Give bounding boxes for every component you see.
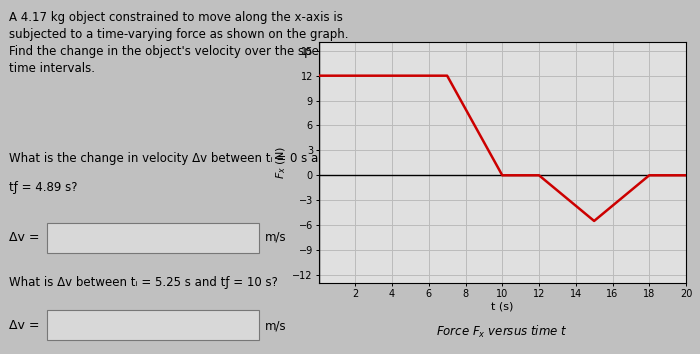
FancyBboxPatch shape: [47, 310, 258, 340]
Text: A 4.17 kg object constrained to move along the x-axis is
subjected to a time-var: A 4.17 kg object constrained to move alo…: [9, 11, 351, 75]
Text: Δv =: Δv =: [9, 231, 40, 244]
Text: What is Δv between tᵢ = 5.25 s and tƒ = 10 s?: What is Δv between tᵢ = 5.25 s and tƒ = …: [9, 276, 278, 289]
Y-axis label: $F_x$ (N): $F_x$ (N): [274, 146, 288, 179]
FancyBboxPatch shape: [47, 223, 258, 253]
Text: m/s: m/s: [265, 231, 286, 244]
Text: Δv =: Δv =: [9, 319, 40, 332]
Text: What is the change in velocity Δv between tᵢ = 0 s and: What is the change in velocity Δv betwee…: [9, 152, 334, 165]
X-axis label: t (s): t (s): [491, 302, 513, 312]
Text: Force $F_x$ versus time $t$: Force $F_x$ versus time $t$: [436, 324, 568, 340]
Text: tƒ = 4.89 s?: tƒ = 4.89 s?: [9, 181, 78, 194]
Text: m/s: m/s: [265, 319, 286, 332]
